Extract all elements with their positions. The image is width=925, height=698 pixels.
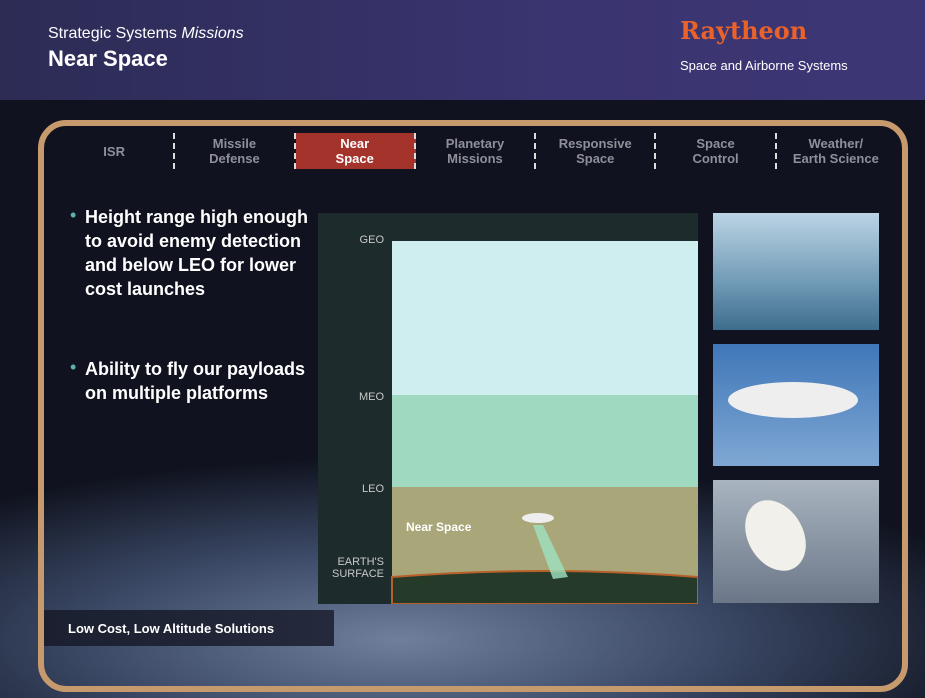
- tab[interactable]: Planetary Missions: [416, 133, 536, 169]
- balloon-shape: [733, 489, 818, 581]
- level-label: LEO: [362, 483, 384, 495]
- airship: [522, 513, 554, 523]
- bullet-dot: •: [70, 205, 76, 226]
- meo-band: [392, 395, 698, 488]
- tab[interactable]: Near Space: [296, 133, 416, 169]
- earth: [392, 571, 698, 604]
- tab[interactable]: Responsive Space: [536, 133, 656, 169]
- tab[interactable]: Missile Defense: [175, 133, 295, 169]
- tab[interactable]: ISR: [55, 133, 175, 169]
- division: Space and Airborne Systems: [680, 58, 848, 73]
- title: Strategic Systems: [48, 25, 177, 42]
- bullet: Height range high enough to avoid enemy …: [85, 205, 315, 301]
- brand: Raytheon: [680, 16, 807, 45]
- header: Strategic Systems Missions Near Space Ra…: [0, 0, 925, 100]
- photo-aircraft: [713, 213, 879, 330]
- level-label: GEO: [360, 234, 385, 246]
- subtitle: Near Space: [48, 46, 168, 72]
- bullet-dot: •: [70, 357, 76, 378]
- tab[interactable]: Space Control: [656, 133, 776, 169]
- bullet: Ability to fly our payloads on multiple …: [85, 357, 315, 405]
- title-line: Strategic Systems Missions: [48, 25, 244, 43]
- footer-text: Low Cost, Low Altitude Solutions: [68, 621, 274, 636]
- photo-airship: [713, 344, 879, 466]
- level-label: MEO: [359, 391, 385, 403]
- geo-band: [392, 241, 698, 396]
- title-italic: Missions: [181, 25, 243, 42]
- tab[interactable]: Weather/ Earth Science: [777, 133, 895, 169]
- zone-label: Near Space: [406, 520, 472, 534]
- airship-shape: [728, 382, 858, 418]
- slide: Strategic Systems Missions Near Space Ra…: [0, 0, 925, 698]
- photo-balloon: [713, 480, 879, 603]
